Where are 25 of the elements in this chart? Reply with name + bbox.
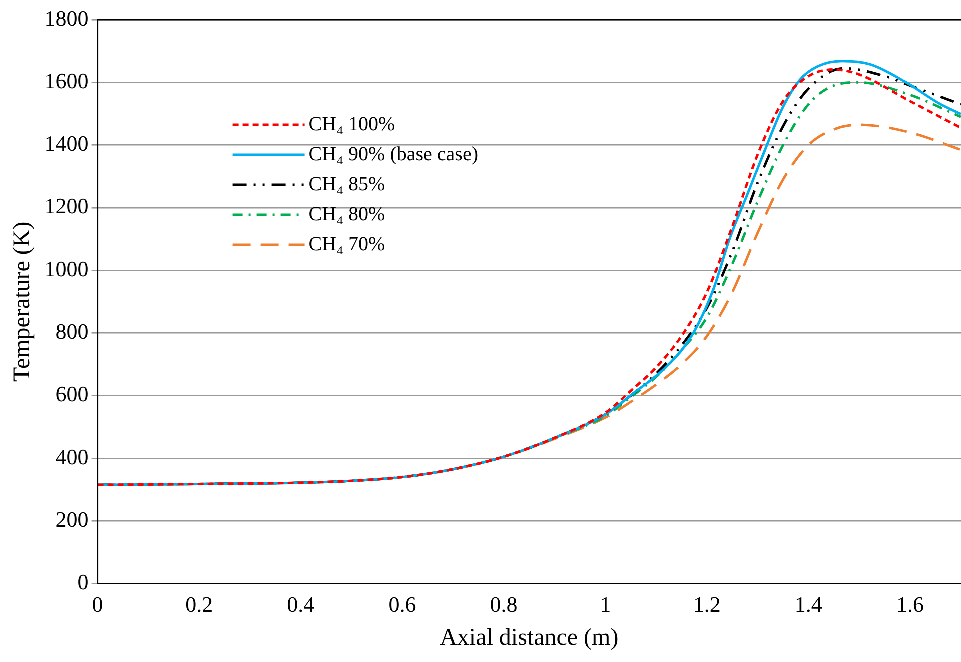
y-tick-label: 1200: [44, 194, 89, 219]
y-tick-label: 200: [56, 506, 89, 532]
legend-label: CH₄ 80%: [308, 203, 386, 226]
y-tick-label: 1600: [44, 68, 89, 94]
y-tick-label: 600: [56, 382, 89, 407]
legend-label: CH₄ 85%: [308, 173, 386, 196]
x-tick-label: 0.8: [490, 592, 518, 617]
y-tick-label: 1000: [44, 256, 89, 282]
x-tick-label: 0.2: [186, 592, 214, 617]
legend-label: CH₄ 90% (base case): [308, 143, 478, 166]
x-tick-label: 1.6: [896, 592, 924, 617]
legend-label: CH₄ 70%: [308, 233, 386, 256]
x-tick-label: 1.4: [794, 592, 822, 617]
y-tick-label: 400: [56, 444, 89, 470]
x-axis-title: Axial distance (m): [440, 624, 619, 651]
y-axis-title: Temperature (K): [10, 222, 36, 382]
x-tick-label: 0.4: [287, 592, 315, 617]
y-tick-label: 800: [56, 319, 89, 344]
legend-label: CH₄ 100%: [308, 113, 396, 136]
y-tick-label: 1400: [44, 131, 89, 156]
x-tick-label: 1.2: [693, 592, 721, 617]
y-tick-label: 0: [78, 570, 89, 595]
x-tick-label: 1: [600, 592, 612, 617]
y-tick-label: 1800: [44, 6, 89, 31]
x-tick-label: 0.6: [388, 592, 416, 617]
